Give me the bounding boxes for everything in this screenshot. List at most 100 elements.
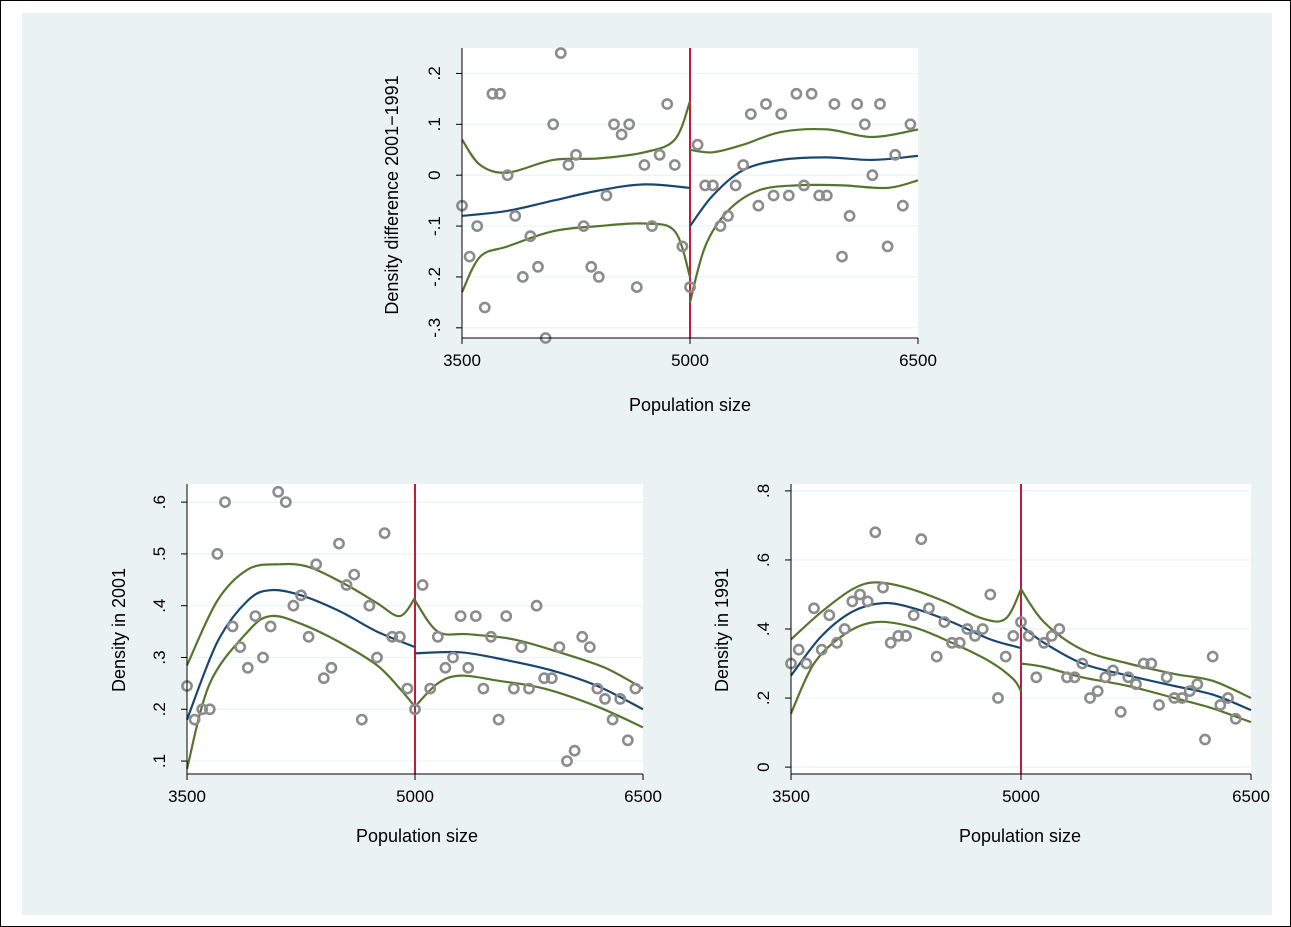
data-point [447,651,459,664]
data-point [1199,733,1211,746]
data-point [861,595,874,608]
y-tick-label: .3 [150,650,169,664]
data-point [401,682,414,695]
fit-left-line [185,588,416,721]
data-point [646,220,658,232]
y-tick-label: .4 [150,599,169,613]
data-point [915,533,928,546]
data-point [638,159,651,171]
data-point [808,602,820,615]
data-point [930,650,943,663]
data-point [1153,699,1165,711]
panel-density-difference: -.3 -.2 -.1 0 .1 .2 3500 5000 6500 Population s… [382,47,937,415]
data-point [668,159,681,171]
data-point [485,630,497,643]
data-point [249,610,262,622]
data-point [219,496,231,508]
data-point [492,713,505,726]
data-point [838,623,851,635]
data-point [1114,706,1127,718]
data-point [992,692,1004,704]
data-point [1015,616,1027,628]
data-point [1076,657,1089,670]
y-tick-label: .5 [150,547,169,561]
data-point [800,657,813,670]
data-point [196,703,209,716]
data-point [1053,623,1066,635]
panel-density-1991: 0 .2 .4 .6 .8 3500 5000 6500 Population size D… [712,484,1270,846]
data-point [1160,671,1173,684]
y-tick-label: -.3 [425,318,444,338]
data-point [752,199,765,212]
data-point [333,537,345,550]
data-point [846,595,859,608]
data-point [524,230,537,243]
data-point [744,108,757,120]
data-point [1183,685,1196,697]
data-point [843,209,856,222]
data-point [1091,685,1104,697]
data-point [515,641,528,653]
data-point [714,220,727,232]
fit-lines [789,484,1252,774]
data-point [729,179,742,192]
data-point [767,189,780,202]
data-point [234,641,247,653]
data-point [469,610,482,622]
data-point [545,672,558,685]
data-point [877,581,889,594]
data-point [1229,712,1242,725]
fit-left-line [461,183,691,217]
data-point [1061,671,1073,684]
data-point [241,661,254,674]
data-point [900,630,912,642]
data-point [792,643,805,656]
data-point [938,616,951,628]
data-point [463,250,476,263]
data-point [211,548,224,560]
data-point [523,682,535,695]
data-point [577,220,590,232]
data-point [188,713,201,726]
data-point [302,630,315,643]
y-axis-title: Density in 2001 [109,568,129,692]
data-point [538,672,551,685]
data-point [691,138,704,151]
y-ticks: -.3 -.2 -.1 0 .1 .2 [425,66,462,338]
data-point [1206,650,1219,663]
data-point [813,189,826,202]
data-point [257,651,269,664]
data-point [798,179,810,192]
x-tick-label: 5000 [671,351,709,370]
data-point [1045,630,1058,642]
data-point [805,87,818,100]
data-point [984,588,997,601]
data-point [561,755,573,767]
data-point [869,526,882,539]
y-tick-label: -.1 [425,216,444,236]
x-tick-label: 6500 [899,351,937,370]
data-point [530,599,543,612]
data-point [706,179,719,192]
data-point [279,496,292,508]
data-point [904,118,917,131]
y-tick-label: .2 [150,702,169,716]
data-point [576,630,589,643]
data-point [562,159,575,171]
data-point [775,108,788,120]
data-point [1022,630,1035,642]
data-point [823,609,836,622]
data-point [661,98,674,110]
x-tick-label: 6500 [624,787,662,806]
data-point [592,270,605,283]
data-point [892,630,905,642]
y-tick-label: .2 [754,691,773,705]
data-point [1145,657,1158,670]
ci-lower-right-line [688,179,919,303]
y-tick-label: .8 [754,484,773,498]
x-tick-label: 3500 [443,351,481,370]
data-point [623,118,636,131]
ci-upper-right-line [1020,588,1252,700]
data-point [386,630,399,643]
